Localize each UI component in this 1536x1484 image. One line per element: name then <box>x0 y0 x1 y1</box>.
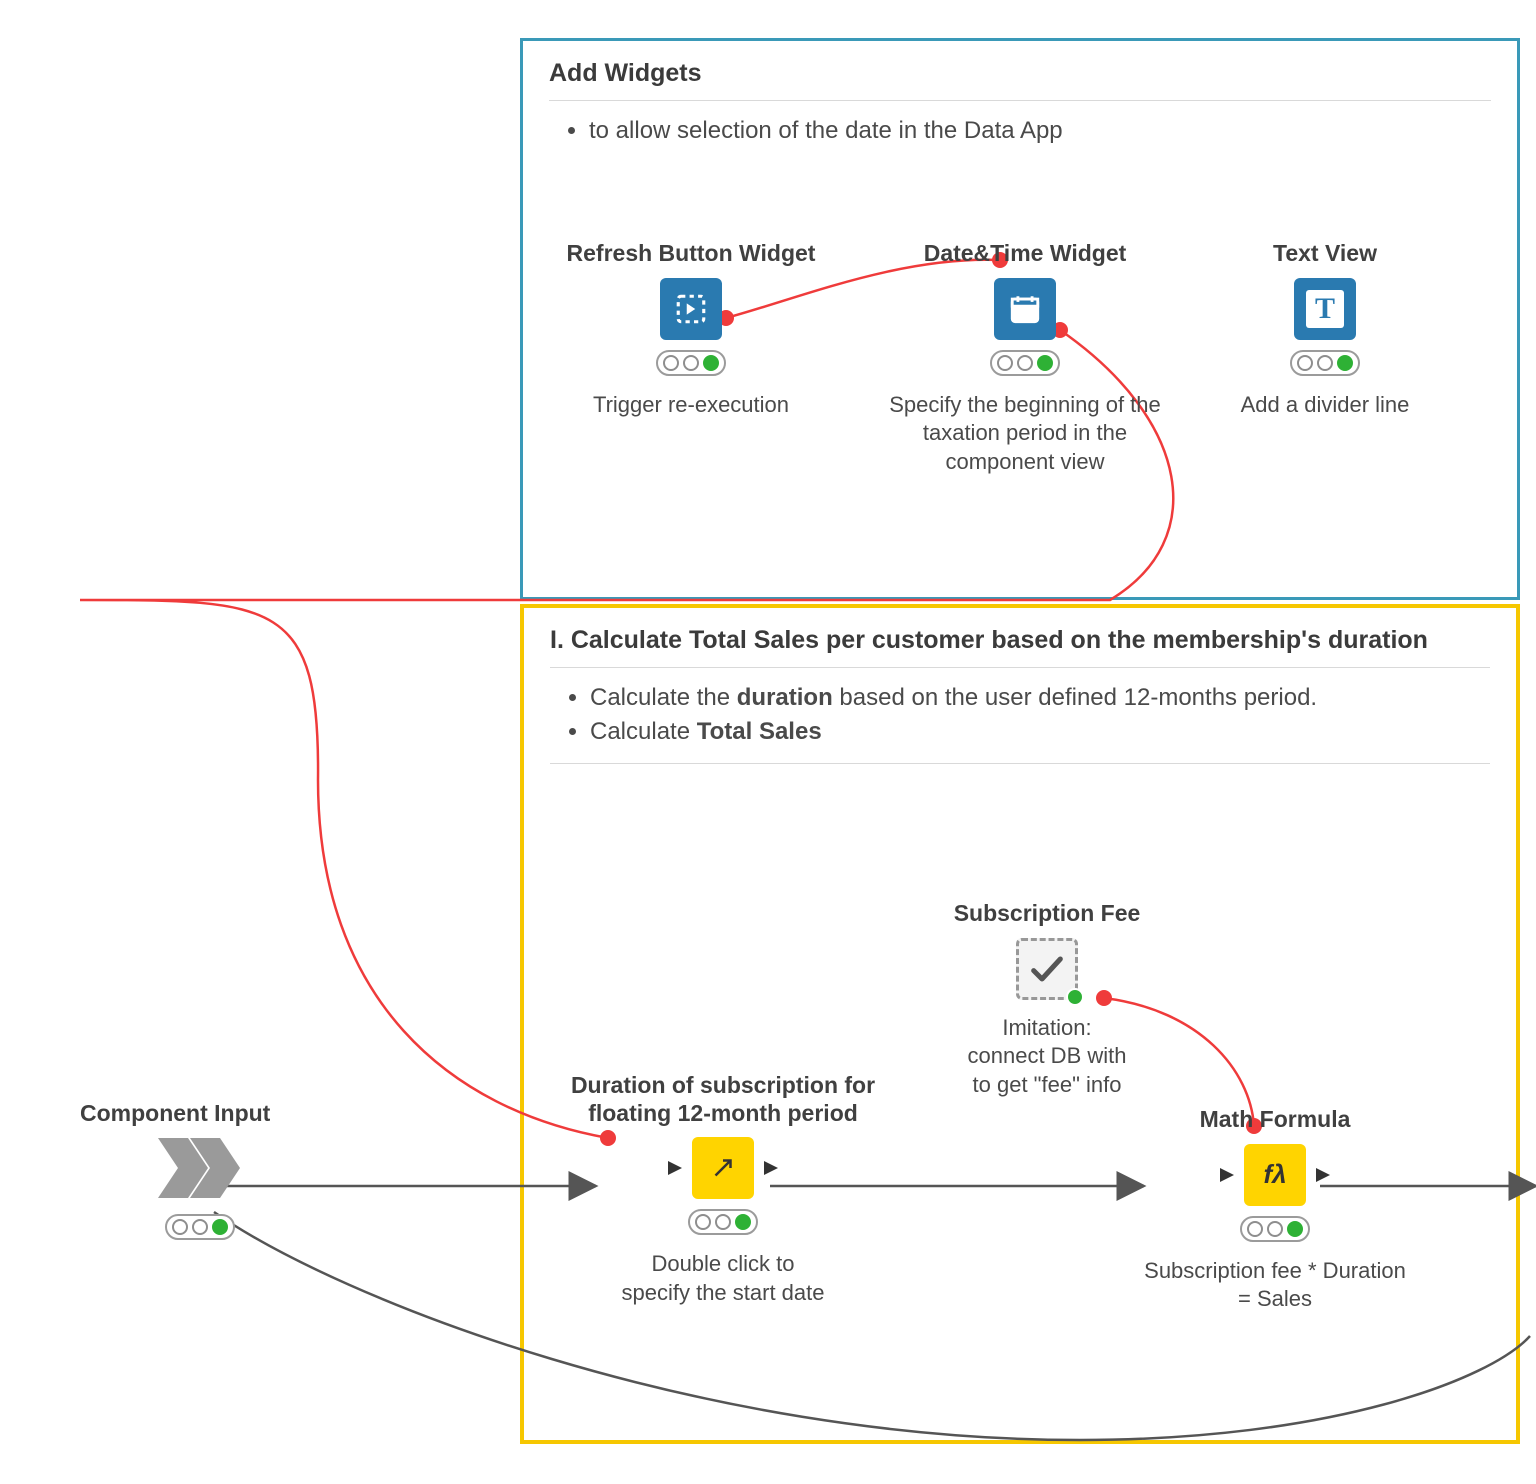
ports-icon <box>1220 1140 1330 1210</box>
node-description: Double click to specify the start date <box>548 1250 898 1307</box>
node-status <box>1240 1216 1310 1242</box>
node-status <box>688 1209 758 1235</box>
node-description: Imitation: connect DB with to get "fee" … <box>922 1014 1172 1100</box>
node-subscription-fee[interactable]: Subscription Fee Imitation: connect DB w… <box>922 900 1172 1099</box>
node-title: Component Input <box>80 1100 320 1128</box>
node-status <box>1290 350 1360 376</box>
node-description: Trigger re-execution <box>546 391 836 420</box>
workflow-canvas[interactable]: I. Calculate Total Sales per customer ba… <box>0 0 1536 1484</box>
node-title: Math Formula <box>1130 1106 1420 1134</box>
node-title: Date&Time Widget <box>870 240 1180 268</box>
annotation-section1-title: I. Calculate Total Sales per customer ba… <box>550 626 1490 667</box>
calendar-icon: 31 <box>994 278 1056 340</box>
annotation-add-widgets-title: Add Widgets <box>549 59 1491 100</box>
node-title: Refresh Button Widget <box>546 240 836 268</box>
annotation-section1-bullets: Calculate the duration based on the user… <box>550 682 1490 749</box>
node-text-view[interactable]: Text View T Add a divider line <box>1210 240 1440 419</box>
node-status <box>165 1214 235 1240</box>
bullet: to allow selection of the date in the Da… <box>589 115 1491 147</box>
bullet: Calculate Total Sales <box>590 716 1490 748</box>
bullet: Calculate the duration based on the user… <box>590 682 1490 714</box>
node-component-input[interactable]: Component Input <box>80 1100 320 1241</box>
node-math-formula[interactable]: Math Formula fλ Subscription fee * Durat… <box>1130 1106 1420 1314</box>
text-icon: T <box>1294 278 1356 340</box>
node-refresh-button-widget[interactable]: Refresh Button Widget Trigger re-executi… <box>546 240 836 419</box>
divider <box>549 100 1491 101</box>
node-description: Specify the beginning of the taxation pe… <box>870 391 1180 477</box>
refresh-icon <box>660 278 722 340</box>
status-badge-icon <box>1066 988 1084 1006</box>
node-status <box>656 350 726 376</box>
divider <box>550 667 1490 668</box>
node-status <box>990 350 1060 376</box>
svg-text:31: 31 <box>1018 305 1032 320</box>
node-title: Duration of subscription for floating 12… <box>548 1072 898 1127</box>
ports-icon <box>668 1133 778 1203</box>
node-title: Text View <box>1210 240 1440 268</box>
node-date-time-widget[interactable]: Date&Time Widget 31 Specify the beginnin… <box>870 240 1180 476</box>
node-title: Subscription Fee <box>922 900 1172 928</box>
divider <box>550 763 1490 764</box>
annotation-add-widgets-bullets: to allow selection of the date in the Da… <box>549 115 1491 147</box>
node-description: Subscription fee * Duration = Sales <box>1130 1257 1420 1314</box>
node-description: Add a divider line <box>1210 391 1440 420</box>
component-input-icon <box>158 1138 242 1198</box>
node-duration-subscription[interactable]: Duration of subscription for floating 12… <box>548 1072 898 1307</box>
